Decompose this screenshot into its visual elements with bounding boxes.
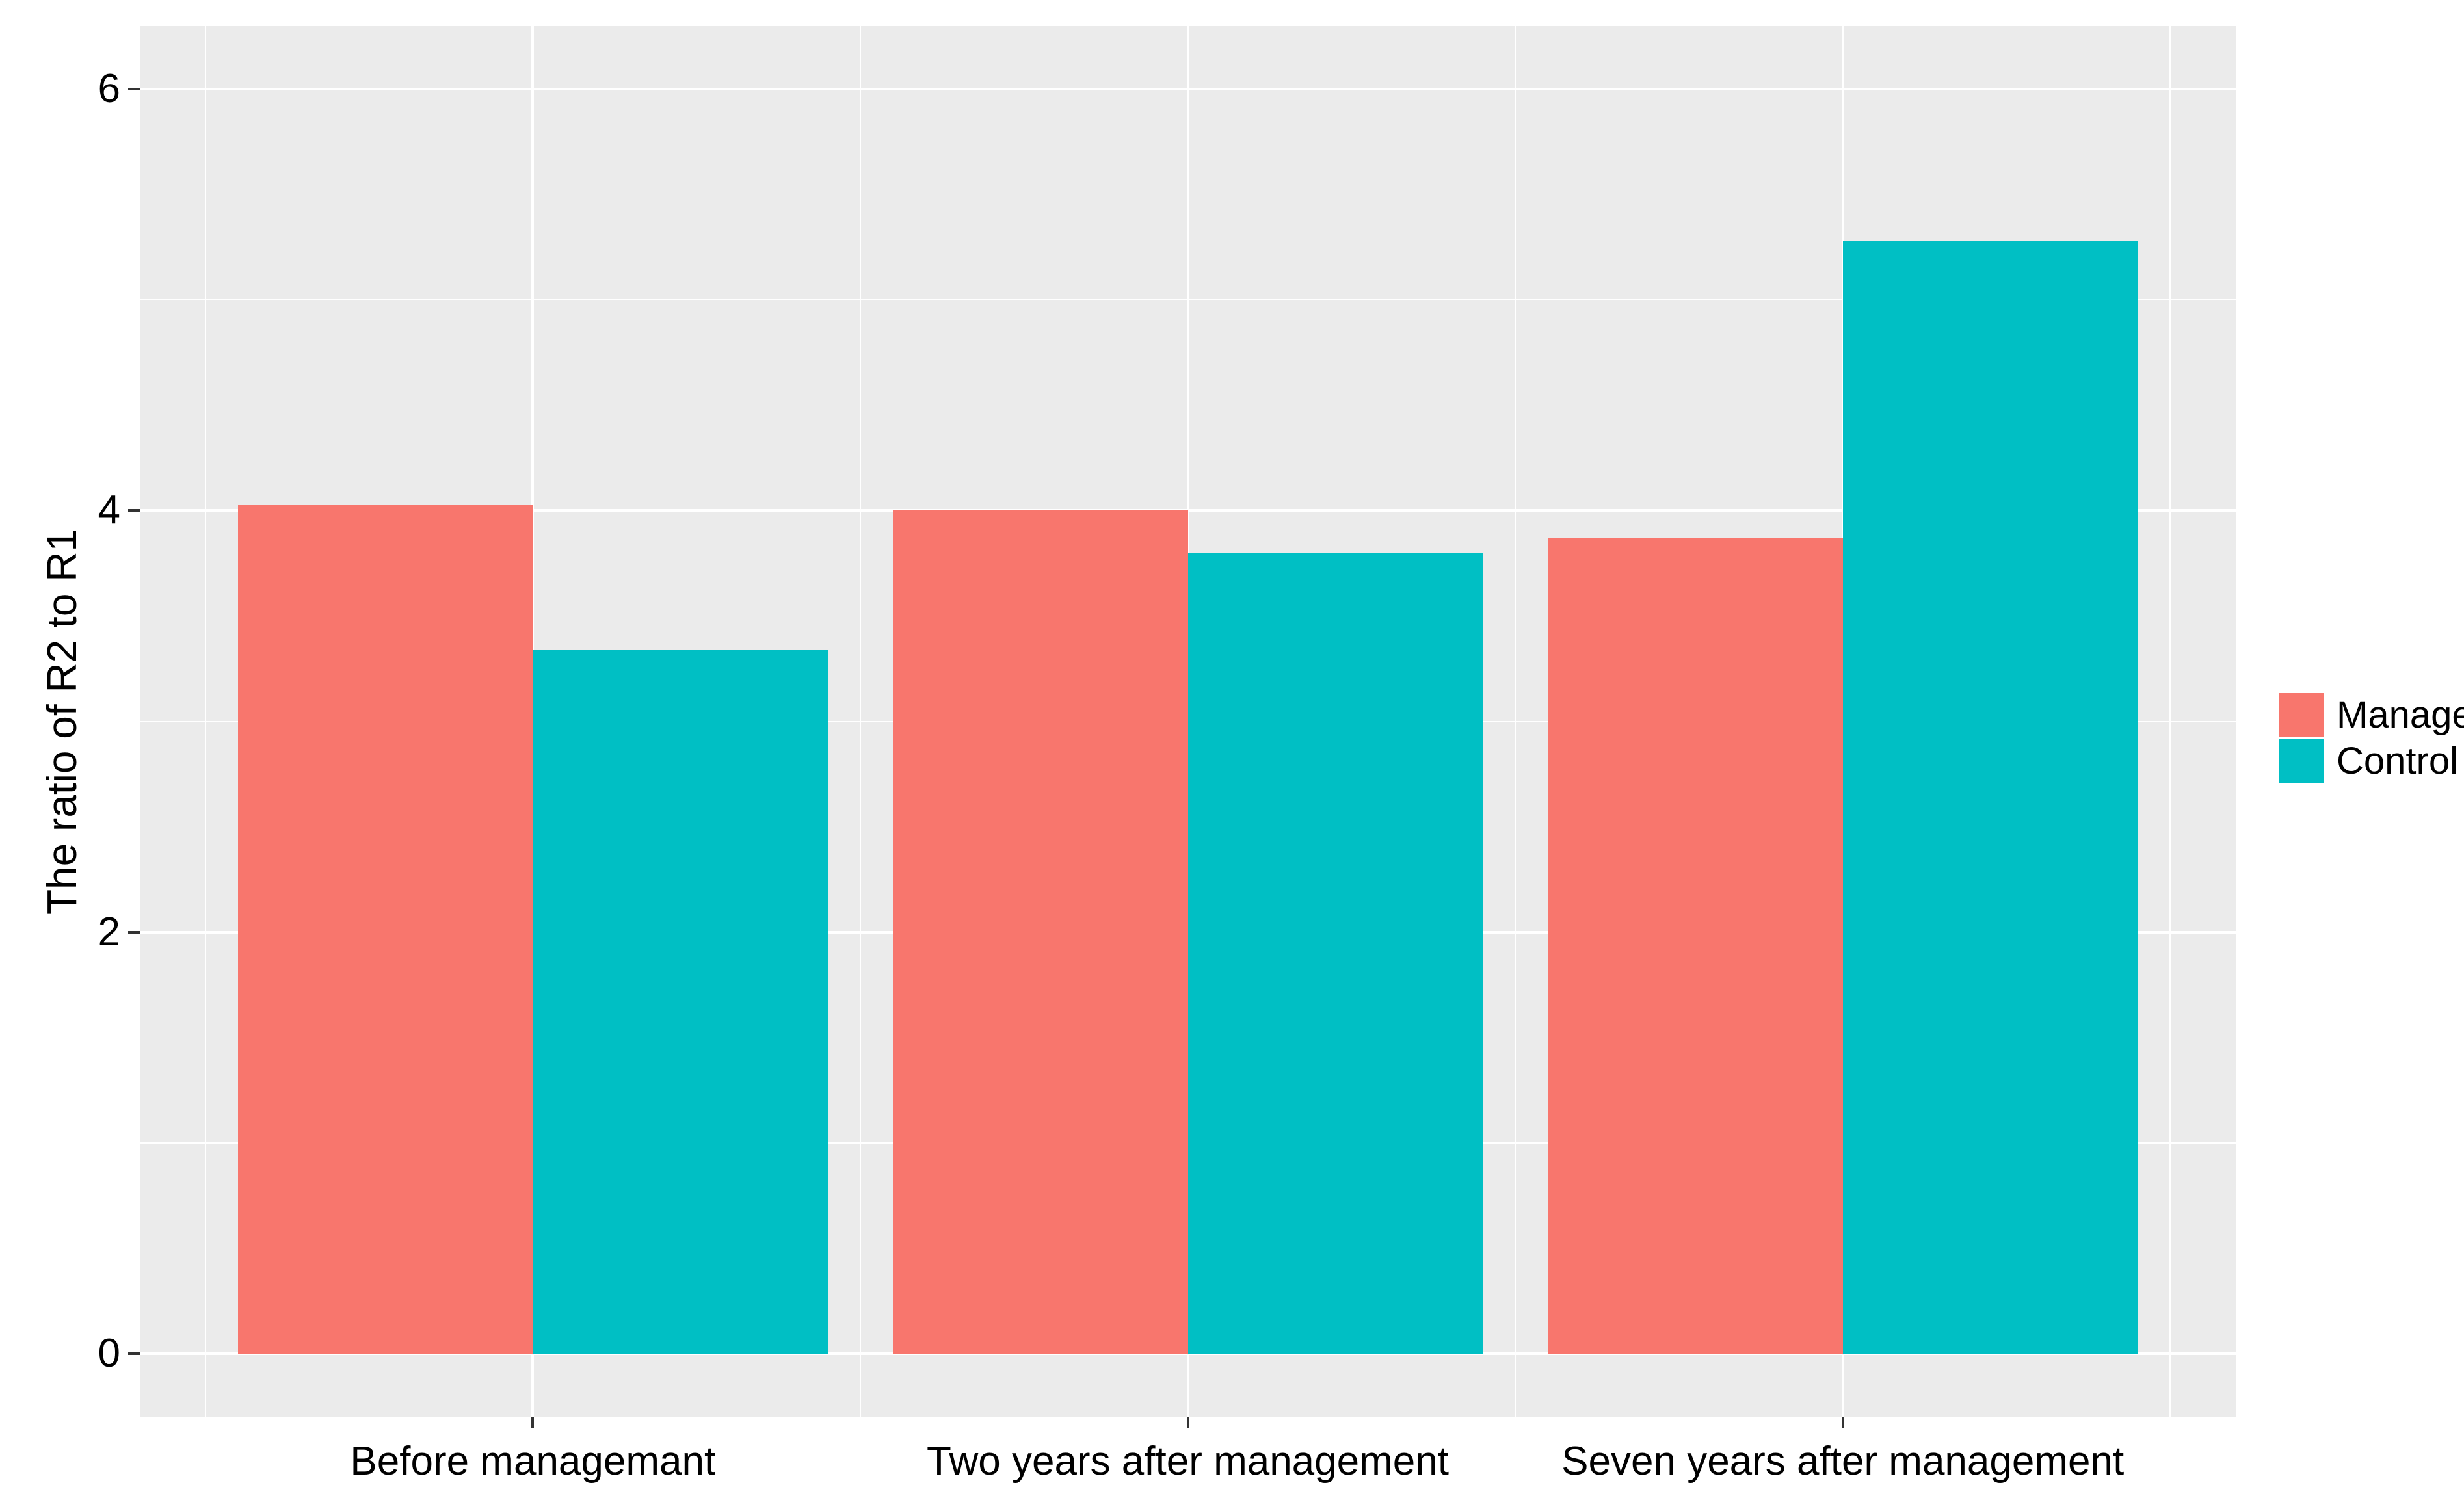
bar-control-category-1 xyxy=(533,650,828,1354)
y-tick-mark-4 xyxy=(128,509,140,512)
y-axis-title: The ratio of R2 to R1 xyxy=(38,528,85,915)
bar-control-category-3 xyxy=(1842,241,2138,1354)
x-tick-mark-3 xyxy=(1841,1417,1844,1428)
y-tick-mark-6 xyxy=(128,88,140,91)
legend-swatch-manage xyxy=(2279,693,2324,737)
legend-item-control: Control xyxy=(2279,739,2464,783)
y-tick-label-4: 4 xyxy=(98,488,120,533)
bar-control-category-2 xyxy=(1187,553,1483,1354)
gridline-x-minor-0.5 xyxy=(204,26,206,1417)
plot-panel xyxy=(140,26,2236,1417)
legend-swatch-control xyxy=(2279,739,2324,783)
y-tick-mark-0 xyxy=(128,1352,140,1355)
x-category-label-1: Before managemant xyxy=(350,1439,716,1484)
x-category-label-3: Seven years after management xyxy=(1561,1439,2125,1484)
bar-manage-category-1 xyxy=(238,504,533,1354)
y-tick-label-0: 0 xyxy=(98,1330,120,1376)
gridline-x-minor-1.5 xyxy=(859,26,861,1417)
bar-manage-category-3 xyxy=(1548,538,1843,1354)
gridline-x-minor-3.5 xyxy=(2169,26,2171,1417)
legend-label-control: Control xyxy=(2337,740,2458,782)
bar-manage-category-2 xyxy=(893,510,1188,1354)
legend: Manage Control xyxy=(2279,693,2464,785)
x-tick-mark-1 xyxy=(531,1417,535,1428)
x-tick-mark-2 xyxy=(1186,1417,1189,1428)
x-category-label-2: Two years after management xyxy=(927,1439,1449,1484)
y-tick-label-6: 6 xyxy=(98,66,120,112)
y-tick-mark-2 xyxy=(128,930,140,934)
legend-item-manage: Manage xyxy=(2279,693,2464,737)
legend-label-manage: Manage xyxy=(2337,694,2464,736)
y-tick-label-2: 2 xyxy=(98,909,120,954)
gridline-x-minor-2.5 xyxy=(1515,26,1517,1417)
